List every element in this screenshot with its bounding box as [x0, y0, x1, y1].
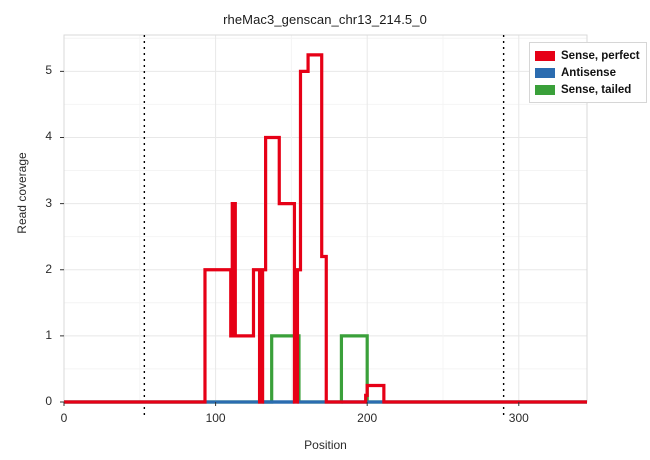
legend-item: Antisense	[535, 64, 640, 81]
axis-ticks	[60, 70, 520, 406]
annotation-vlines	[143, 35, 505, 416]
y-tick-label: 2	[45, 261, 52, 276]
x-tick-label: 300	[508, 411, 529, 425]
y-axis-label: Read coverage	[15, 152, 29, 234]
series-line	[64, 53, 587, 404]
legend-item: Sense, perfect	[535, 47, 640, 64]
legend-label: Antisense	[561, 66, 616, 79]
data-series-layer	[64, 53, 587, 404]
y-tick-label: 3	[45, 195, 52, 210]
y-tick-label: 1	[45, 327, 52, 342]
y-tick-label: 5	[45, 63, 52, 78]
legend-swatch	[535, 50, 555, 61]
x-axis-label: Position	[304, 438, 347, 452]
legend-label: Sense, tailed	[561, 83, 632, 96]
x-tick-label: 100	[205, 411, 226, 425]
y-tick-label: 4	[45, 129, 52, 144]
legend-swatch	[535, 84, 555, 95]
y-tick-label: 0	[45, 394, 52, 408]
chart-title: rheMac3_genscan_chr13_214.5_0	[223, 12, 427, 27]
x-tick-label: 0	[60, 411, 68, 425]
x-tick-label: 200	[357, 411, 378, 425]
legend-swatch	[535, 67, 555, 78]
legend-label: Sense, perfect	[561, 49, 640, 62]
legend-item: Sense, tailed	[535, 81, 640, 98]
chart-legend: Sense, perfect Antisense Sense, tailed	[529, 42, 647, 103]
